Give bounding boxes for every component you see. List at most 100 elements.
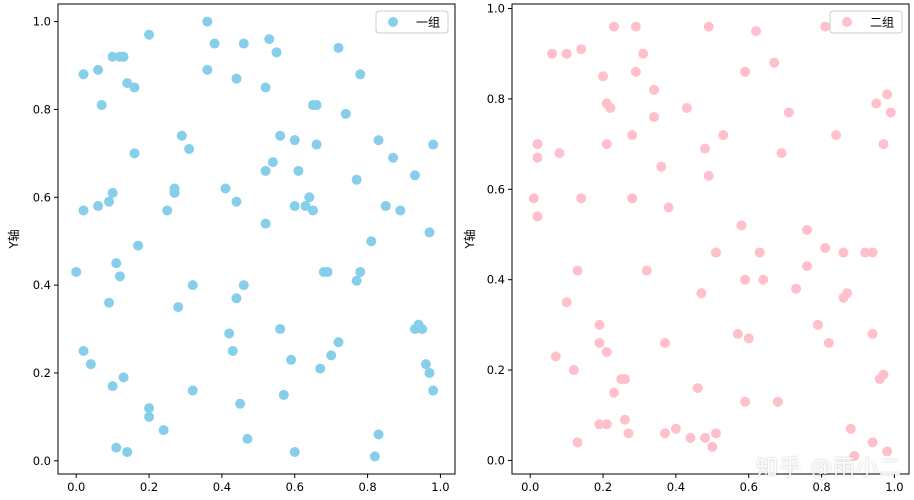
- data-point: [275, 130, 286, 141]
- data-point: [823, 337, 834, 348]
- data-point: [380, 201, 391, 212]
- data-point: [340, 108, 351, 119]
- data-point: [532, 139, 543, 150]
- data-point: [554, 148, 565, 159]
- data-point: [871, 98, 882, 109]
- data-point: [96, 100, 107, 111]
- data-point: [144, 403, 155, 414]
- x-tick-label: 0.6: [740, 480, 758, 494]
- data-point: [103, 297, 114, 308]
- y-tick-label: 0.8: [33, 102, 51, 116]
- data-point: [107, 187, 118, 198]
- y-axis-label: Y轴: [462, 229, 477, 249]
- data-point: [293, 165, 304, 176]
- data-point: [238, 280, 249, 291]
- data-point: [743, 333, 754, 344]
- data-point: [528, 193, 539, 204]
- data-point: [260, 218, 271, 229]
- data-point: [260, 165, 271, 176]
- plot-frame: [511, 3, 910, 475]
- chart-right: 0.0 0.2 0.4 0.6 0.8 1.0 0.0 0.2 0.4 0.6 0.8 1.0 Y轴 二组: [462, 2, 910, 494]
- data-point: [169, 187, 180, 198]
- data-point: [594, 419, 605, 430]
- data-point: [878, 139, 889, 150]
- data-point: [608, 387, 619, 398]
- data-point: [860, 247, 871, 258]
- data-point: [373, 135, 384, 146]
- data-point: [289, 447, 300, 458]
- data-point: [550, 351, 561, 362]
- data-point: [238, 38, 249, 49]
- data-point: [623, 428, 634, 439]
- data-point: [649, 84, 660, 95]
- data-point: [417, 324, 428, 335]
- data-point: [601, 419, 612, 430]
- data-point: [202, 64, 213, 75]
- x-tick-label: 0.2: [594, 480, 612, 494]
- data-point: [532, 211, 543, 222]
- data-point: [820, 243, 831, 254]
- data-point: [187, 385, 198, 396]
- data-point: [129, 148, 140, 159]
- data-point: [820, 21, 831, 32]
- data-point: [227, 346, 238, 357]
- legend-marker: [842, 17, 852, 27]
- data-point: [776, 148, 787, 159]
- legend-label: 一组: [416, 16, 440, 30]
- data-point: [681, 102, 692, 113]
- data-point: [700, 143, 711, 154]
- data-point: [428, 139, 439, 150]
- data-point: [572, 437, 583, 448]
- y-tick-label: 0.8: [487, 92, 505, 106]
- data-point: [409, 170, 420, 181]
- data-point: [703, 21, 714, 32]
- y-tick-label: 0.6: [33, 190, 51, 204]
- x-tick-label: 0.8: [812, 480, 830, 494]
- data-point: [598, 71, 609, 82]
- y-tick-label: 0.4: [33, 278, 51, 292]
- data-point: [740, 274, 751, 285]
- data-point: [289, 201, 300, 212]
- chart-left: 0.0 0.2 0.4 0.6 0.8 1.0 0.0 0.2 0.4 0.6 0.8 1.0 Y轴 一组: [6, 3, 456, 494]
- data-point: [93, 201, 104, 212]
- data-point: [772, 396, 783, 407]
- x-tick-label: 0.0: [67, 480, 85, 494]
- data-point: [663, 202, 674, 213]
- data-point: [561, 48, 572, 59]
- data-point: [700, 432, 711, 443]
- data-point: [355, 69, 366, 80]
- data-point: [842, 288, 853, 299]
- data-point: [594, 337, 605, 348]
- data-point: [692, 383, 703, 394]
- legend-label: 二组: [870, 16, 894, 30]
- data-point: [78, 205, 89, 216]
- data-point: [107, 381, 118, 392]
- data-point: [275, 324, 286, 335]
- data-point: [594, 319, 605, 330]
- data-point: [420, 359, 431, 370]
- data-point: [220, 183, 231, 194]
- data-point: [78, 346, 89, 357]
- data-point: [395, 205, 406, 216]
- data-point: [696, 288, 707, 299]
- data-point: [845, 423, 856, 434]
- data-point: [184, 143, 195, 154]
- x-tick-label: 1.0: [885, 480, 903, 494]
- y-axis-label: Y轴: [6, 229, 21, 249]
- x-tick-label: 0.2: [140, 480, 158, 494]
- data-point: [267, 157, 278, 168]
- data-point: [616, 374, 627, 385]
- data-point: [231, 73, 242, 84]
- data-point: [118, 51, 129, 62]
- data-point: [874, 374, 885, 385]
- data-point: [740, 396, 751, 407]
- data-point: [718, 130, 729, 141]
- data-point: [627, 130, 638, 141]
- data-point: [670, 423, 681, 434]
- data-point: [685, 432, 696, 443]
- data-point: [707, 441, 718, 452]
- data-point: [710, 247, 721, 258]
- data-point: [849, 450, 860, 461]
- data-point: [424, 227, 435, 238]
- data-point: [264, 34, 275, 45]
